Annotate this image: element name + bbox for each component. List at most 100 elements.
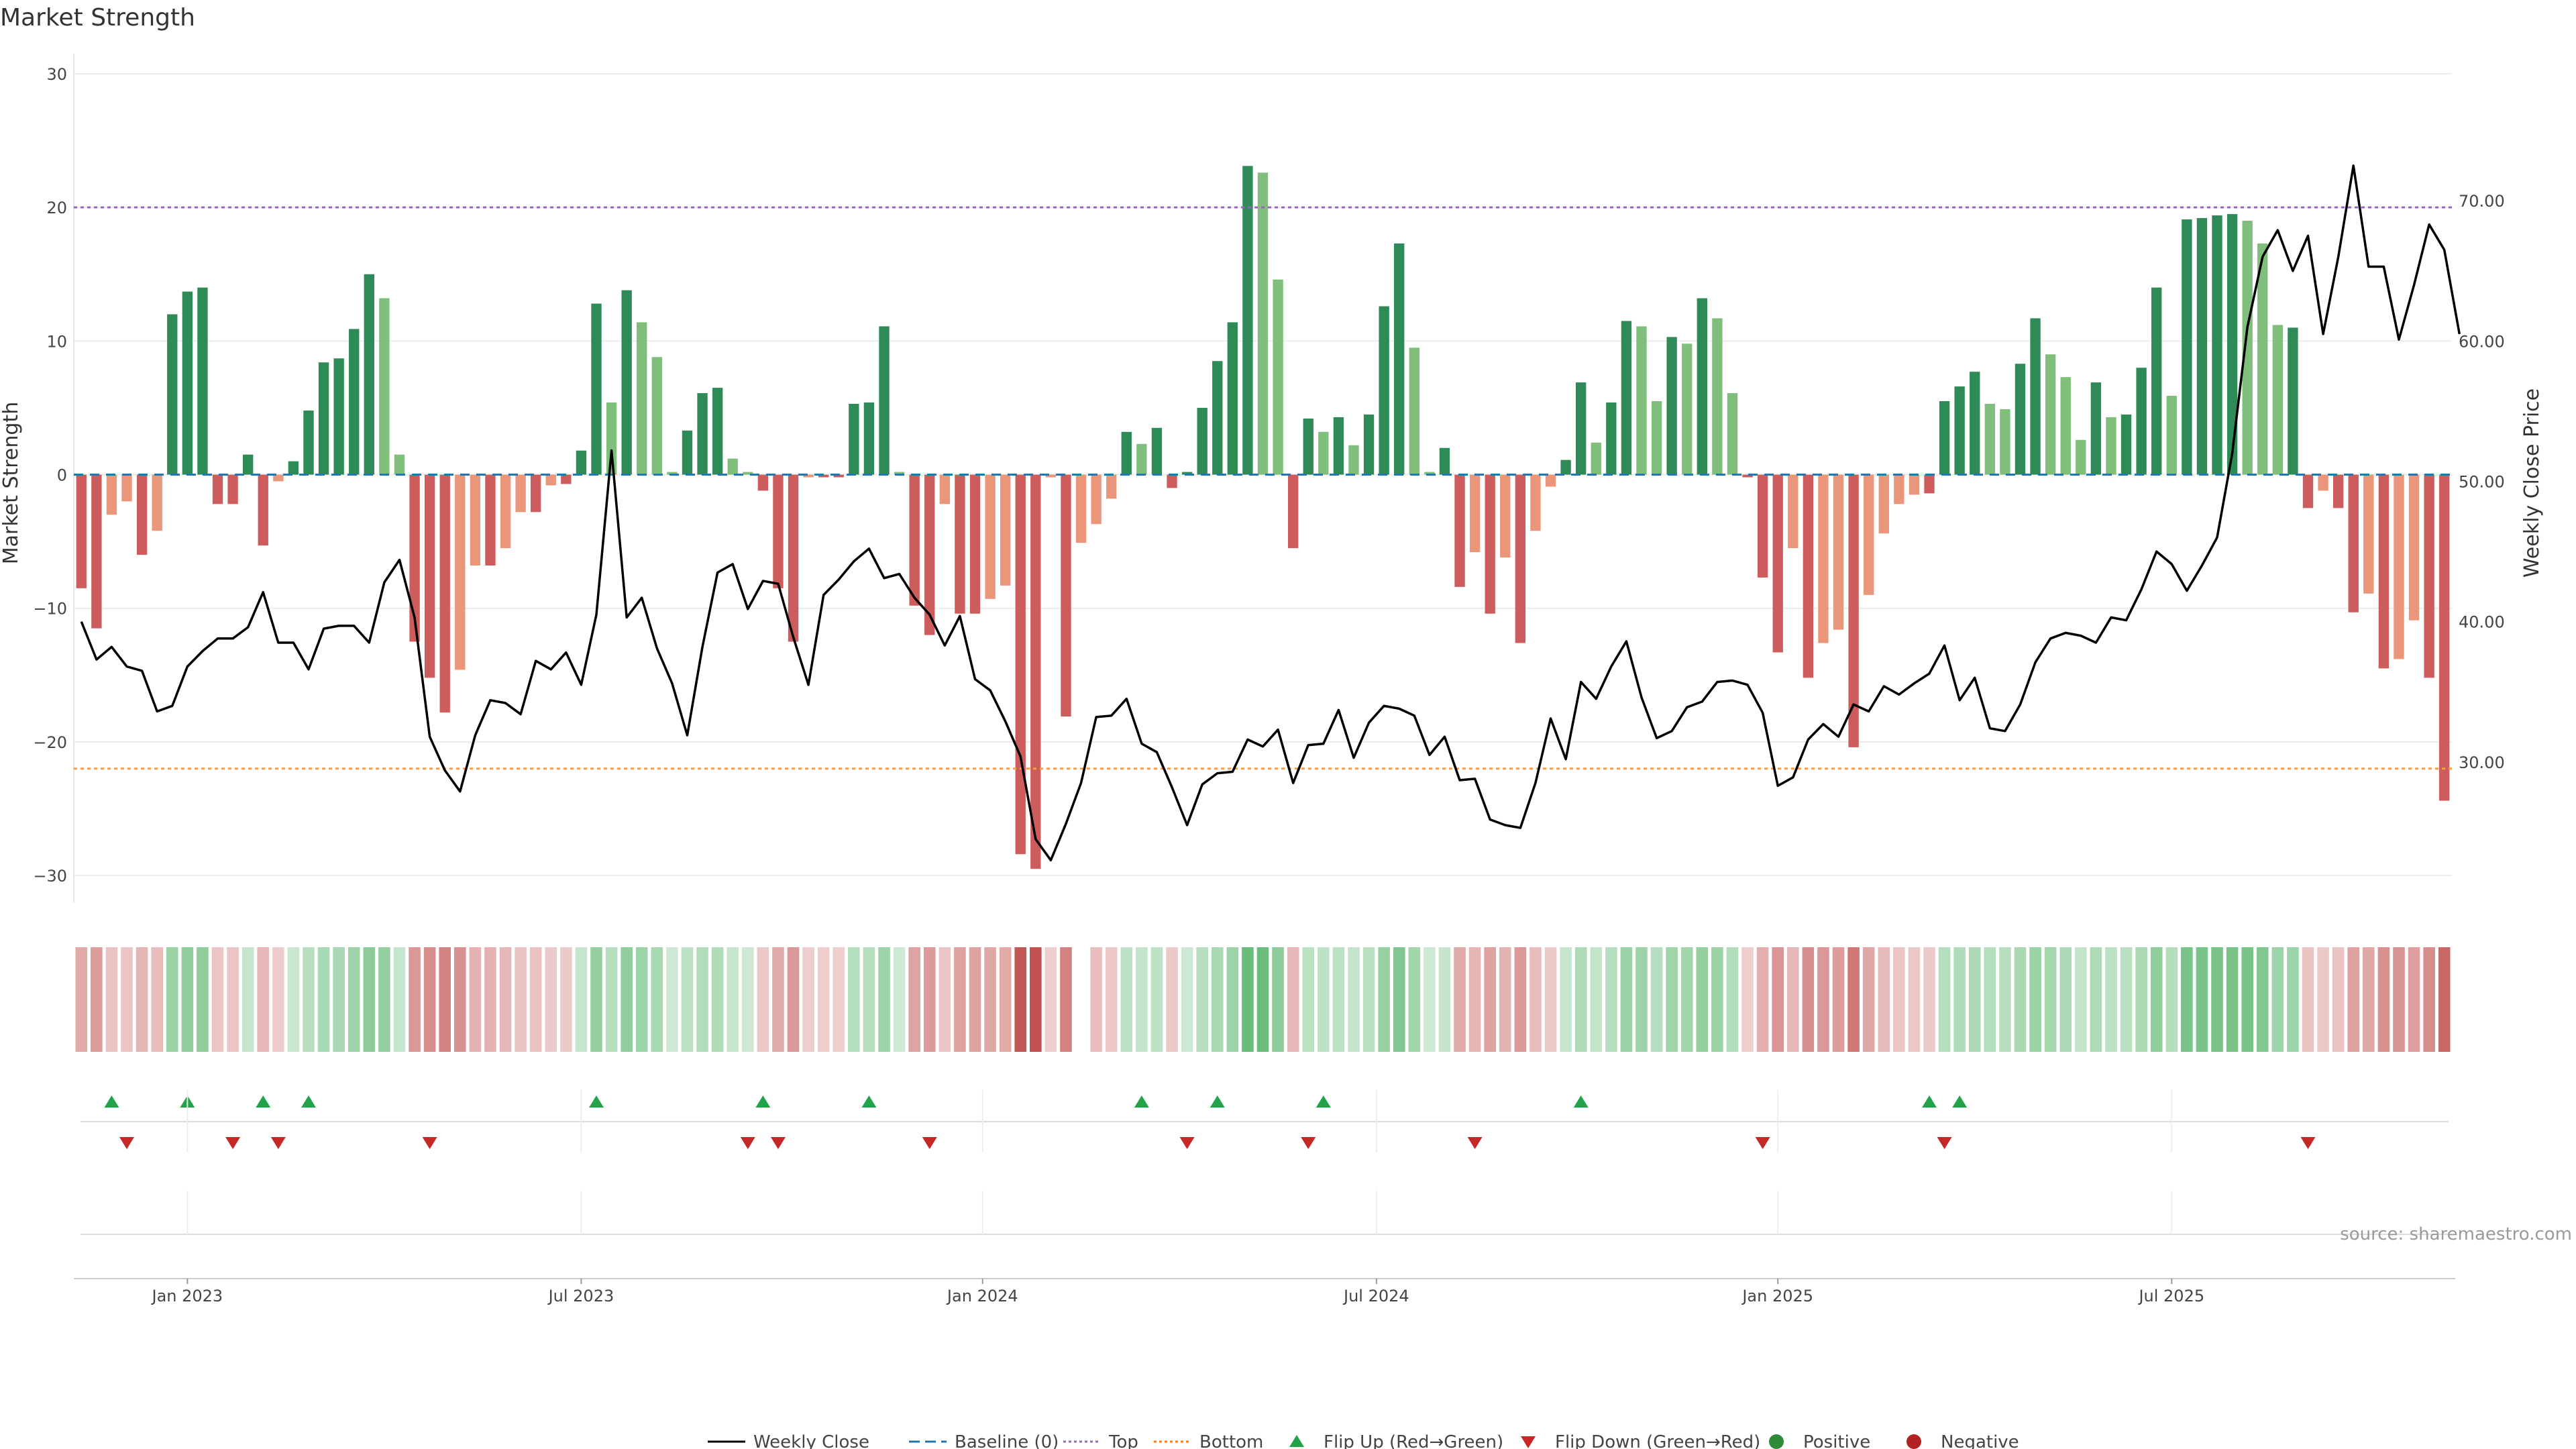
strength-bar [1772,474,1783,653]
strength-bar [1045,474,1057,478]
strength-bar [1666,337,1677,475]
heat-cell [1014,947,1027,1052]
heat-cell [1786,947,1799,1052]
flip-up-marker [1210,1095,1225,1108]
heat-cell [1847,947,1860,1052]
heat-cell [105,947,118,1052]
flip-up-marker [1316,1095,1331,1108]
flip-down-marker [740,1137,755,1149]
heat-cell [1544,947,1557,1052]
heat-cell [303,947,315,1052]
strength-bar [288,461,299,475]
strength-bar [2288,327,2298,475]
x-tick-label: Jul 2024 [1342,1287,1409,1305]
strength-bar [1864,474,1874,595]
strength-bar [1212,361,1223,475]
strength-bar [1682,343,1693,475]
heat-cell [1893,947,1905,1052]
strength-bar [863,402,875,475]
heat-cell [833,947,845,1052]
flip-down-marker [1755,1137,1770,1149]
heat-cell [423,947,436,1052]
strength-bar [2166,396,2177,475]
heat-cell [1574,947,1587,1052]
strength-bar [1151,427,1163,475]
heat-cell [1666,947,1678,1052]
heat-cell [121,947,133,1052]
heat-cell [136,947,148,1052]
left-tick-label: −30 [33,867,67,885]
heat-cell [666,947,678,1052]
strength-bar [1575,382,1587,475]
strength-bar [576,450,587,475]
strength-bar [409,474,420,642]
strength-bar [1742,474,1753,478]
heat-cell [1348,947,1360,1052]
heat-cell [1696,947,1709,1052]
heat-cell [727,947,739,1052]
strength-bar [2318,474,2328,491]
strength-bar [1181,472,1193,475]
strength-bar [1333,417,1344,475]
heat-cell [2059,947,2072,1052]
heat-cell [787,947,800,1052]
strength-heat-strip [75,947,2451,1052]
x-axis-ticks: Jan 2023 Jul 2023 Jan 2024 Jul 2024 Jan 2025… [150,1090,2204,1305]
strength-bar [1712,318,1723,475]
strength-bar [2226,214,2238,475]
strength-bar [1030,474,1041,869]
heat-cell [2438,947,2451,1052]
strength-bar [939,474,951,504]
legend-label: Flip Up (Red→Green) [1324,1432,1503,1449]
heat-cell [741,947,754,1052]
strength-bar [2332,474,2344,508]
heat-cell [469,947,482,1052]
strength-bar [1530,474,1541,531]
heat-cell [2287,947,2299,1052]
strength-bar [1394,243,1405,475]
strength-bar [349,329,360,475]
flip-up-marker [1922,1095,1937,1108]
strength-bar [1485,474,1495,614]
strength-bar [1515,474,1526,643]
strength-bar [1727,393,1738,475]
strength-bar [637,322,647,475]
flip-up-marker [755,1095,771,1108]
strength-bar [561,474,572,484]
heat-cell [1741,947,1754,1052]
strength-bar [833,474,844,478]
heat-cell [1968,947,1981,1052]
left-axis-label: Market Strength [0,402,23,564]
strength-bar [1015,474,1026,855]
heat-cell [2302,947,2314,1052]
heat-cell [1256,947,1269,1052]
strength-bar [2439,474,2450,801]
strength-bar [1757,474,1768,578]
left-tick-label: 20 [46,199,67,217]
heat-cell [1318,947,1330,1052]
heat-cell [2408,947,2420,1052]
heat-cell [257,947,270,1052]
legend-triangle-down-icon [1521,1436,1536,1448]
heat-cell [2044,947,2057,1052]
strength-bar [1636,326,1647,475]
heat-cell [2105,947,2117,1052]
strength-bar [1409,347,1419,475]
strength-bar [2212,215,2222,475]
heat-cell [287,947,300,1052]
strength-bar [2136,368,2147,475]
flip-up-marker [1134,1095,1149,1108]
strength-bar [2182,219,2192,475]
heat-cell [2014,947,2027,1052]
strength-bar [1242,166,1253,475]
strength-bar [1984,403,1995,475]
heat-cell [2423,947,2435,1052]
right-tick-label: 60.00 [2459,332,2505,351]
strength-bar [1379,306,1389,475]
strength-bar [1970,372,1980,475]
heat-cell [1332,947,1345,1052]
strength-bar [757,474,769,491]
strength-bar [1227,322,1238,475]
heat-cell [1120,947,1133,1052]
legend-dot-icon [1769,1434,1784,1449]
